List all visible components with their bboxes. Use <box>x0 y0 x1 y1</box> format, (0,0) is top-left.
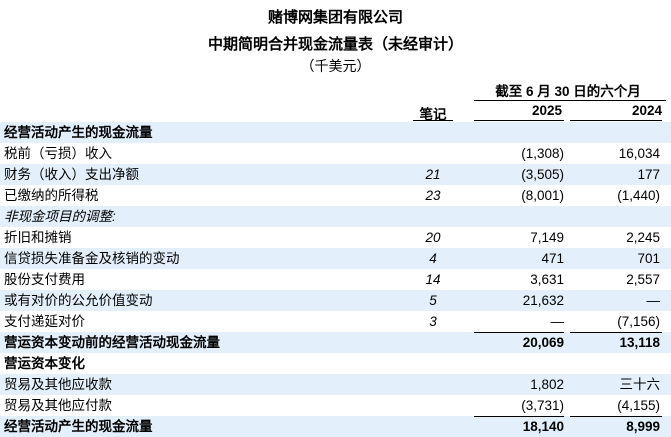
row-label: 税前（亏损）收入 <box>4 146 112 161</box>
year-2024-header: 2024 <box>631 103 662 118</box>
row-label: 贸易及其他应付款 <box>4 398 112 413</box>
value-2025: 471 <box>541 251 564 266</box>
total-rule <box>474 416 564 417</box>
table-row: 已缴纳的所得税 23 (8,001) (1,440) <box>0 185 671 206</box>
row-label: 贸易及其他应收款 <box>4 377 112 392</box>
note-header-underline <box>413 120 453 121</box>
value-2024: 三十六 <box>619 377 661 392</box>
table-row: 贸易及其他应付款 (3,731) (4,155) <box>0 395 671 416</box>
row-note: 3 <box>429 314 437 329</box>
table-row: 股份支付费用 14 3,631 2,557 <box>0 269 671 290</box>
value-2025: 18,140 <box>522 419 564 434</box>
table-row: 非现金项目的调整: <box>0 206 671 227</box>
table-row: 经营活动产生的现金流量 18,140 8,999 <box>0 416 671 437</box>
row-label: 股份支付费用 <box>4 272 85 287</box>
value-2025: 3,631 <box>530 272 564 287</box>
row-note: 5 <box>429 293 437 308</box>
value-2024: 16,034 <box>618 146 660 161</box>
row-label: 经营活动产生的现金流量 <box>4 419 153 434</box>
value-2025: 7,149 <box>530 230 564 245</box>
row-label: 或有对价的公允价值变动 <box>4 293 153 308</box>
total-rule <box>474 332 564 333</box>
row-label: 营运资本变动前的经营活动现金流量 <box>4 335 220 350</box>
value-2025: (8,001) <box>521 188 564 203</box>
table-row: 经营活动产生的现金流量 <box>0 122 671 143</box>
value-2024: 8,999 <box>626 419 660 434</box>
value-2024: (7,156) <box>617 314 660 329</box>
value-2025: — <box>550 314 565 329</box>
row-label: 经营活动产生的现金流量 <box>4 125 153 140</box>
note-column-header: 笔记 <box>419 107 447 122</box>
table-row: 税前（亏损）收入 (1,308) 16,034 <box>0 143 671 164</box>
table-row: 或有对价的公允价值变动 5 21,632 — <box>0 290 671 311</box>
row-note: 21 <box>425 167 441 182</box>
row-label: 非现金项目的调整: <box>4 209 116 224</box>
table-row: 财务（收入）支出净额 21 (3,505) 177 <box>0 164 671 185</box>
row-label: 财务（收入）支出净额 <box>4 167 139 182</box>
value-2024: 2,557 <box>626 272 660 287</box>
table-row: 营运资本变动前的经营活动现金流量 20,069 13,118 <box>0 332 671 353</box>
value-2025: 1,802 <box>530 377 564 392</box>
value-2024: — <box>646 293 661 308</box>
table-row: 支付递延对价 3 — (7,156) <box>0 311 671 332</box>
statement-title: 中期简明合并现金流量表（未经审计） <box>207 36 463 53</box>
table-row: 营运资本变化 <box>0 353 671 374</box>
value-2025: 21,632 <box>522 293 564 308</box>
value-2024: 177 <box>637 167 660 182</box>
value-2024: (1,440) <box>617 188 660 203</box>
row-label: 折旧和摊销 <box>4 230 72 245</box>
value-2024: 13,118 <box>619 335 660 350</box>
row-label: 营运资本变化 <box>4 356 85 371</box>
table-row: 折旧和摊销 20 7,149 2,245 <box>0 227 671 248</box>
table-row: 信贷损失准备金及核销的变动 4 471 701 <box>0 248 671 269</box>
row-label: 支付递延对价 <box>4 314 85 329</box>
value-2025: 20,069 <box>522 335 564 350</box>
value-2025: (3,731) <box>521 398 564 413</box>
total-rule <box>570 332 662 333</box>
row-note: 14 <box>425 272 441 287</box>
company-name: 赌博网集团有限公司 <box>267 9 403 26</box>
row-note: 4 <box>429 251 437 266</box>
row-label: 信贷损失准备金及核销的变动 <box>4 251 180 266</box>
year-2024-underline <box>570 120 662 121</box>
period-underline <box>474 100 666 101</box>
period-header: 截至 6 月 30 日的六个月 <box>495 84 641 99</box>
row-note: 20 <box>425 230 441 245</box>
currency-unit: （千美元） <box>300 58 371 74</box>
year-2025-underline <box>474 120 564 121</box>
row-label: 已缴纳的所得税 <box>4 188 99 203</box>
row-note: 23 <box>425 188 441 203</box>
value-2024: (4,155) <box>617 398 660 413</box>
value-2025: (3,505) <box>521 167 564 182</box>
total-rule <box>570 416 662 417</box>
year-2025-header: 2025 <box>531 103 562 118</box>
value-2024: 2,245 <box>626 230 660 245</box>
table-row: 贸易及其他应收款 1,802 三十六 <box>0 374 671 395</box>
value-2025: (1,308) <box>521 146 564 161</box>
value-2024: 701 <box>637 251 660 266</box>
